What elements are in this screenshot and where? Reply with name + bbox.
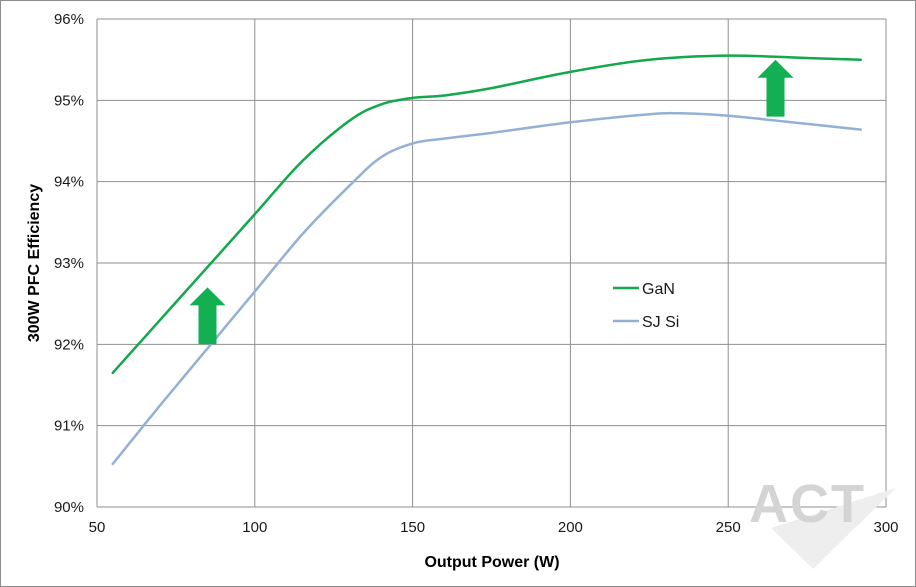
y-tick-label: 96% bbox=[54, 11, 84, 28]
up-arrow-icon bbox=[757, 59, 794, 117]
y-tick-label: 93% bbox=[54, 255, 84, 272]
x-axis-title: Output Power (W) bbox=[424, 554, 559, 571]
x-tick-label: 200 bbox=[558, 519, 583, 536]
series-lines bbox=[111, 54, 863, 466]
x-tick-label: 300 bbox=[873, 519, 898, 536]
y-tick-label: 92% bbox=[54, 336, 84, 353]
series-line-gan bbox=[111, 54, 863, 375]
grid bbox=[96, 18, 887, 508]
watermark-swoosh bbox=[771, 488, 896, 569]
up-arrow-icon bbox=[189, 287, 226, 345]
watermark-text: ACT bbox=[749, 474, 866, 534]
legend-label: SJ Si bbox=[642, 314, 679, 331]
y-tick-labels: 90% 91% 92% 93% 94% 95% 96% bbox=[54, 11, 84, 516]
annotations bbox=[189, 59, 794, 345]
y-tick-label: 95% bbox=[54, 92, 84, 109]
x-tick-label: 150 bbox=[400, 519, 425, 536]
x-tick-label: 100 bbox=[242, 519, 267, 536]
y-tick-label: 90% bbox=[54, 499, 84, 516]
y-tick-label: 94% bbox=[54, 174, 84, 191]
x-tick-label: 250 bbox=[716, 519, 741, 536]
act-logo-watermark: ACT bbox=[749, 474, 896, 569]
y-axis-title: 300W PFC Efficiency bbox=[26, 184, 43, 342]
legend-label: GaN bbox=[642, 281, 675, 298]
y-tick-label: 91% bbox=[54, 418, 84, 435]
legend: GaN SJ Si bbox=[613, 281, 679, 331]
x-tick-label: 50 bbox=[89, 519, 106, 536]
x-tick-labels: 50 100 150 200 250 300 bbox=[89, 519, 899, 536]
series-line-sj-si bbox=[111, 111, 863, 466]
